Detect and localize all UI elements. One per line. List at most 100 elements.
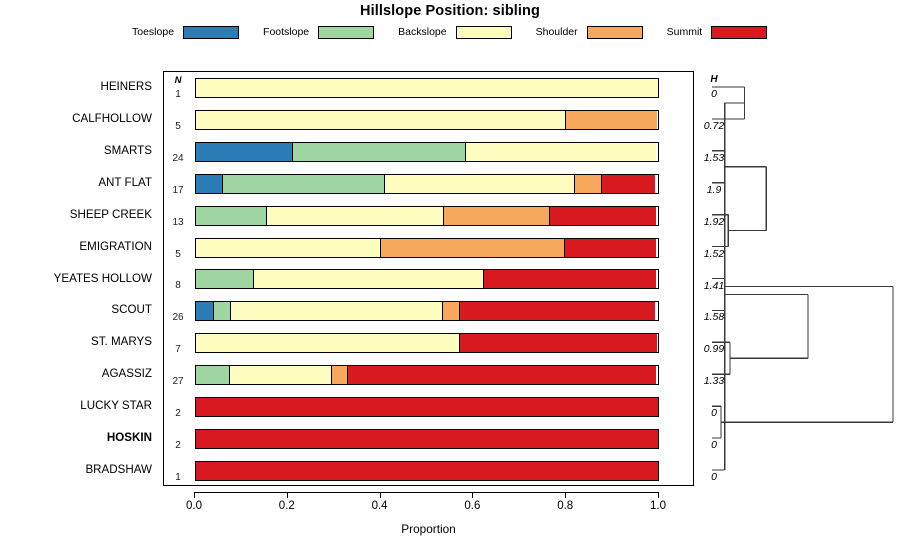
bar-segment-backslope[interactable] [384,174,576,193]
bar-segment-shoulder[interactable] [442,302,461,321]
stacked-bar[interactable] [195,269,659,290]
x-axis-tick-label: 1.0 [650,500,666,512]
bar-row[interactable]: 27 [164,359,695,391]
stacked-bar[interactable] [195,333,659,354]
legend-swatch-toeslope [183,25,240,39]
stacked-bar[interactable] [195,141,659,162]
legend-label: Shoulder [535,26,578,38]
row-count: 13 [172,216,184,228]
entropy-value: 1.33 [703,375,725,388]
stacked-bar[interactable] [195,237,659,258]
bar-row[interactable]: 1 [164,455,695,487]
bar-segment-shoulder[interactable] [380,238,565,257]
bar-segment-footslope[interactable] [196,366,231,385]
bar-segment-summit[interactable] [459,302,655,321]
entropy-value: 1.58 [703,311,725,324]
bar-segment-backslope[interactable] [196,238,381,257]
bar-row[interactable]: 5 [164,232,695,264]
bar-segment-shoulder[interactable] [442,206,550,225]
bar-segment-backslope[interactable] [464,142,657,161]
stacked-bar[interactable] [195,77,659,98]
bar-segment-backslope[interactable] [196,110,566,129]
bar-segment-backslope[interactable] [252,270,484,289]
x-axis-tick [286,492,288,498]
row-count: 5 [175,120,181,132]
entropy-value: 0 [711,471,717,484]
legend-swatch-summit [711,25,768,39]
bar-row[interactable]: 24 [164,136,695,168]
bar-segment-summit[interactable] [196,430,658,449]
category-label: SMARTS [103,143,152,157]
x-axis-tick [194,492,195,498]
bar-segment-summit[interactable] [196,398,658,417]
stacked-bar[interactable] [195,173,659,194]
stacked-bar[interactable] [195,397,659,418]
stacked-bar[interactable] [195,301,659,322]
bar-segment-footslope[interactable] [196,270,254,289]
legend-item-backslope[interactable]: Backslope [398,25,512,39]
x-axis-tick [379,492,381,498]
stacked-bar[interactable] [195,109,659,130]
legend-item-shoulder[interactable]: Shoulder [535,25,643,39]
bar-segment-footslope[interactable] [292,142,466,161]
bar-row[interactable]: 2 [164,423,695,455]
bar-segment-summit[interactable] [483,270,657,289]
dendrogram [700,71,900,486]
bar-segment-footslope[interactable] [196,206,268,225]
bar-row[interactable]: 1 [164,72,695,104]
category-label: EMIGRATION [79,239,152,253]
row-count: 2 [175,408,181,420]
bar-segment-toeslope[interactable] [196,142,294,161]
category-label: ANT FLAT [98,175,152,189]
legend-item-footslope[interactable]: Footslope [263,25,375,39]
stacked-bar[interactable] [195,205,659,226]
bar-row[interactable]: 17 [164,168,695,200]
category-labels: HEINERS CALFHOLLOW SMARTS ANT FLAT SHEEP CRE… [0,71,158,486]
bar-segment-footslope[interactable] [221,174,386,193]
entropy-value: 0.72 [703,119,725,132]
bar-segment-backslope[interactable] [266,206,444,225]
bar-segment-backslope[interactable] [229,366,332,385]
bar-row[interactable]: 13 [164,200,695,232]
row-count: 24 [172,152,184,164]
x-axis-tick-label: 0.6 [464,500,481,512]
bar-row[interactable]: 2 [164,391,695,423]
entropy-value: 0 [711,87,717,100]
stacked-bar[interactable] [195,461,659,482]
bar-segment-toeslope[interactable] [196,302,214,321]
bar-segment-shoulder[interactable] [574,174,602,193]
row-count: 27 [172,376,184,388]
bar-row[interactable]: 8 [164,264,695,296]
stacked-bar[interactable] [195,429,659,450]
bar-segment-summit[interactable] [196,462,658,481]
bar-row[interactable]: 5 [164,104,695,136]
bar-segment-summit[interactable] [548,206,656,225]
legend: Toeslope Footslope Backslope Shoulder Summit [132,23,772,41]
legend-item-toeslope[interactable]: Toeslope [132,25,240,39]
bar-segment-footslope[interactable] [212,302,231,321]
bar-segment-summit[interactable] [347,366,656,385]
bar-row[interactable]: 7 [164,327,695,359]
category-label: SHEEP CREEK [69,207,152,221]
legend-item-summit[interactable]: Summit [667,25,768,39]
category-label: BRADSHAW [85,463,152,477]
x-axis-tick-label: 0.2 [278,500,295,512]
bar-segment-shoulder[interactable] [331,366,349,385]
stacked-bar[interactable] [195,365,659,386]
entropy-value: 0.99 [703,343,725,356]
bar-segment-toeslope[interactable] [196,174,223,193]
bar-segment-shoulder[interactable] [564,110,658,129]
bar-segment-summit[interactable] [459,334,658,353]
plot-area: N 1 5 24 17 13 5 8 26 7 27 2 2 1 [163,71,694,486]
category-label: CALFHOLLOW [72,111,152,125]
bar-segment-summit[interactable] [600,174,655,193]
row-count: 8 [175,280,181,292]
bar-segment-backslope[interactable] [229,302,443,321]
row-count: 7 [175,344,181,356]
row-count: 26 [172,312,184,324]
bar-row[interactable]: 26 [164,295,695,327]
bar-segment-summit[interactable] [564,238,657,257]
bar-segment-backslope[interactable] [196,78,658,97]
bar-segment-backslope[interactable] [196,334,460,353]
